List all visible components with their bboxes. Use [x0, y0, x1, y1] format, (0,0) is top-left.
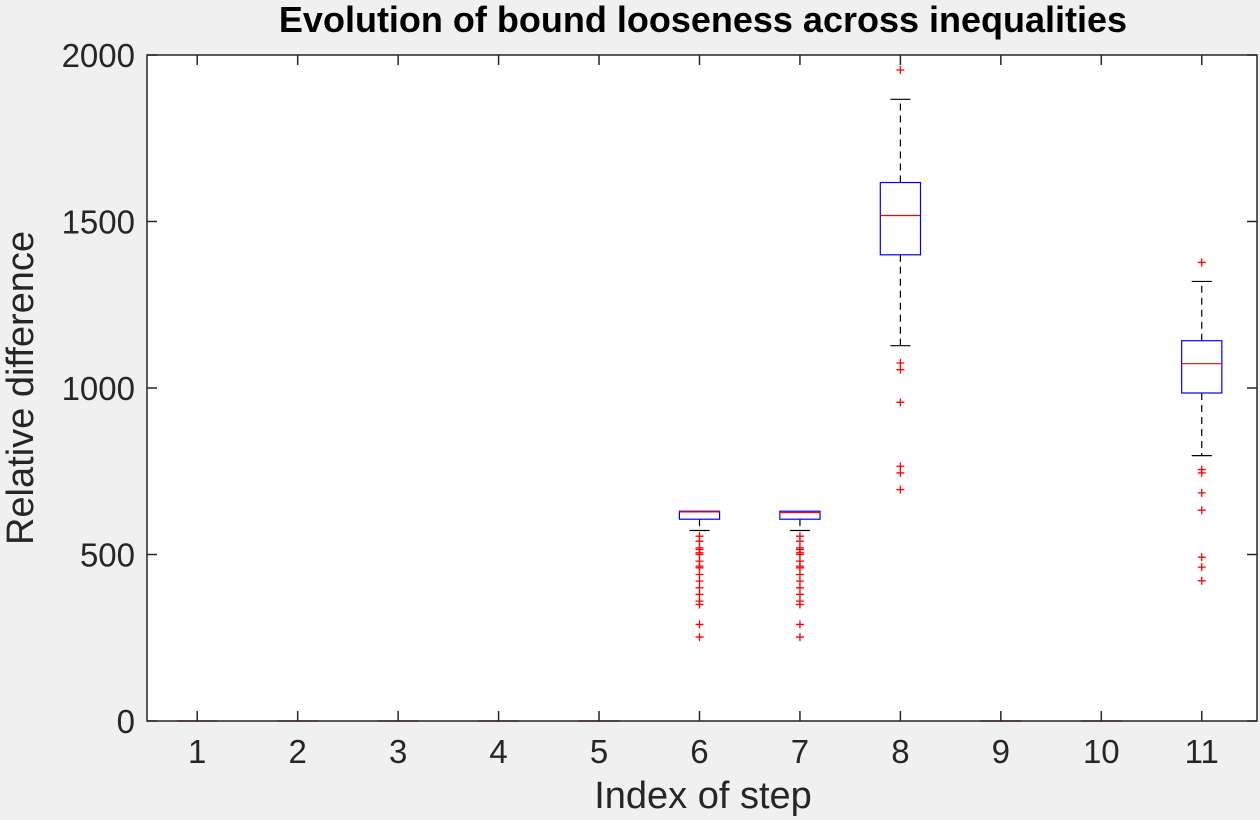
y-tick-label: 2000 [62, 37, 135, 74]
outlier-point [695, 633, 704, 642]
outlier-point [1197, 488, 1206, 497]
outlier-point [795, 633, 804, 642]
x-tick-label: 2 [288, 733, 306, 770]
x-axis-label: Index of step [594, 775, 812, 817]
outlier-point [896, 485, 905, 494]
y-tick-label: 0 [117, 703, 135, 740]
y-tick-label: 1500 [62, 204, 135, 241]
box [1181, 340, 1223, 394]
x-tick-label: 4 [489, 733, 507, 770]
x-tick-label: 6 [690, 733, 708, 770]
outlier-point [695, 620, 704, 629]
outlier-point [896, 65, 905, 74]
outlier-point [1197, 563, 1206, 572]
outlier-point [695, 600, 704, 609]
x-tick-label: 8 [891, 733, 909, 770]
x-tick-label: 10 [1083, 733, 1120, 770]
y-axis-label: Relative difference [0, 231, 42, 545]
box-group-6 [678, 510, 721, 642]
outlier-point [1197, 468, 1206, 477]
outlier-point [896, 468, 905, 477]
box-group-7 [779, 510, 821, 642]
y-axis-ticks: 0 500 1000 1500 2000 [62, 37, 1257, 740]
y-tick-label: 500 [80, 537, 135, 574]
box [678, 510, 721, 520]
outlier-point [896, 398, 905, 407]
x-tick-label: 1 [188, 733, 206, 770]
x-tick-label: 5 [590, 733, 608, 770]
outlier-point [795, 620, 804, 629]
outlier-point [1197, 506, 1206, 515]
x-tick-label: 9 [992, 733, 1010, 770]
chart-title: Evolution of bound looseness across ineq… [279, 0, 1127, 40]
x-tick-label: 11 [1185, 733, 1219, 770]
box-group-8 [879, 65, 922, 494]
outlier-point [1197, 576, 1206, 585]
axes-background [147, 55, 1257, 721]
x-tick-label: 3 [389, 733, 407, 770]
box [879, 181, 922, 256]
outlier-point [1197, 553, 1206, 562]
outlier-point [1197, 258, 1206, 267]
box-group-11 [1181, 258, 1223, 585]
box [779, 510, 821, 520]
outlier-point [795, 600, 804, 609]
y-tick-label: 1000 [62, 370, 135, 407]
x-tick-label: 7 [791, 733, 809, 770]
x-axis-ticks: 1 2 3 4 5 6 7 8 9 10 11 [188, 55, 1219, 770]
outlier-point [896, 365, 905, 374]
